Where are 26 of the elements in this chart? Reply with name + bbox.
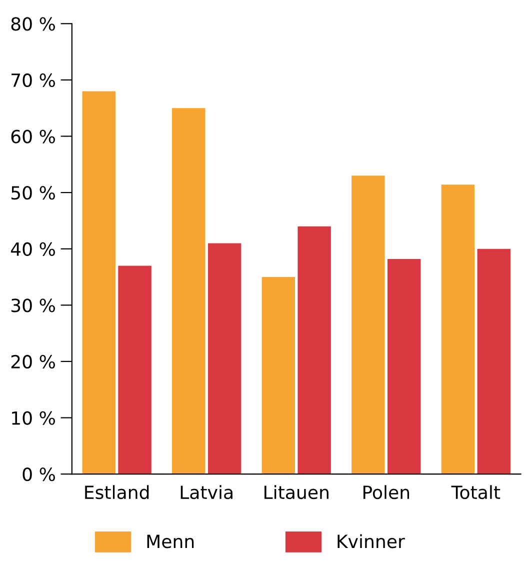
bar (262, 276, 296, 474)
x-tick-label: Estland (85, 485, 149, 500)
x-tick-label: Polen (363, 485, 410, 500)
bar (387, 258, 421, 474)
bar (477, 248, 510, 474)
legend-label: Kvinner (338, 534, 405, 548)
y-tick-label: 10 % (12, 411, 55, 425)
y-tick-label: 40 % (10, 242, 55, 256)
bar (172, 108, 206, 474)
y-tick-label: 70 % (12, 73, 55, 88)
bar (82, 91, 116, 474)
x-tick-label: Totalt (451, 485, 500, 500)
legend-label: Menn (147, 534, 194, 548)
bar (352, 176, 385, 474)
x-tick-label: Latvia (180, 485, 232, 500)
x-tick-label: Litauen (264, 485, 328, 500)
y-tick-label: 60 % (11, 130, 55, 144)
y-tick-label: 80 % (11, 17, 55, 31)
bar (208, 243, 242, 474)
y-tick-label: 50 % (11, 186, 55, 200)
bar (118, 266, 152, 474)
y-tick-label: 30 % (11, 298, 55, 312)
y-tick-label: 20 % (11, 354, 55, 369)
y-tick-label: 0 % (22, 468, 55, 482)
bar (298, 226, 331, 474)
bar (441, 184, 475, 474)
